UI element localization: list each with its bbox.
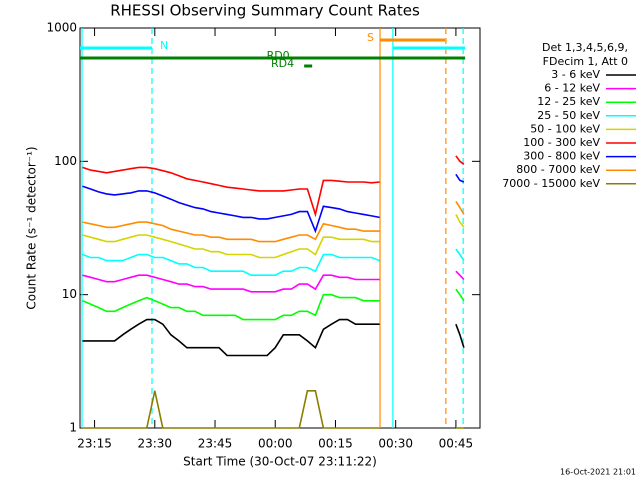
flag-label: N: [160, 39, 168, 52]
legend-label: 300 - 800 keV: [523, 150, 600, 163]
x-axis-label: Start Time (30-Oct-07 23:11:22): [183, 455, 377, 469]
series-line: [82, 214, 465, 259]
flag-label: RD4: [271, 57, 294, 70]
footer: 16-Oct-2021 21:01: [560, 468, 636, 477]
series-line: [82, 155, 465, 218]
legend-label: 6 - 12 keV: [544, 82, 600, 95]
y-tick-label: 1000: [46, 21, 77, 35]
series-line: [82, 318, 465, 357]
series-line: [82, 270, 465, 293]
y-tick-label: 100: [54, 154, 77, 168]
legend-header: Det 1,3,4,5,6,9,: [542, 41, 628, 54]
legend-label: 12 - 25 keV: [537, 95, 600, 108]
series-line: [82, 173, 465, 234]
y-tick-label: 1: [69, 421, 77, 435]
x-tick-label: 00:15: [318, 437, 353, 451]
x-tick-label: 23:30: [137, 437, 172, 451]
series-line: [82, 390, 464, 429]
flag-label: RD0: [267, 49, 290, 62]
x-tick-label: 23:45: [198, 437, 233, 451]
chart-title: RHESSI Observing Summary Count Rates: [110, 2, 420, 20]
legend-label: 100 - 300 keV: [523, 136, 600, 149]
legend-label: 800 - 7000 keV: [516, 163, 600, 176]
legend-label: 50 - 100 keV: [530, 122, 600, 135]
flag-label: S: [367, 31, 374, 44]
legend-label: 25 - 50 keV: [537, 109, 600, 122]
series-line: [82, 201, 465, 243]
legend-label: 7000 - 15000 keV: [502, 177, 600, 190]
y-tick-label: 10: [62, 287, 77, 301]
series-line: [82, 288, 465, 321]
x-tick-label: 00:00: [258, 437, 293, 451]
x-tick-label: 00:45: [439, 437, 474, 451]
y-axis-label: Count Rate (s⁻¹ detector⁻¹): [25, 146, 39, 309]
legend-header: FDecim 1, Att 0: [543, 55, 628, 68]
legend-label: 3 - 6 keV: [551, 68, 600, 81]
x-tick-label: 00:30: [378, 437, 413, 451]
x-tick-label: 23:15: [77, 437, 112, 451]
series-line: [82, 248, 465, 276]
